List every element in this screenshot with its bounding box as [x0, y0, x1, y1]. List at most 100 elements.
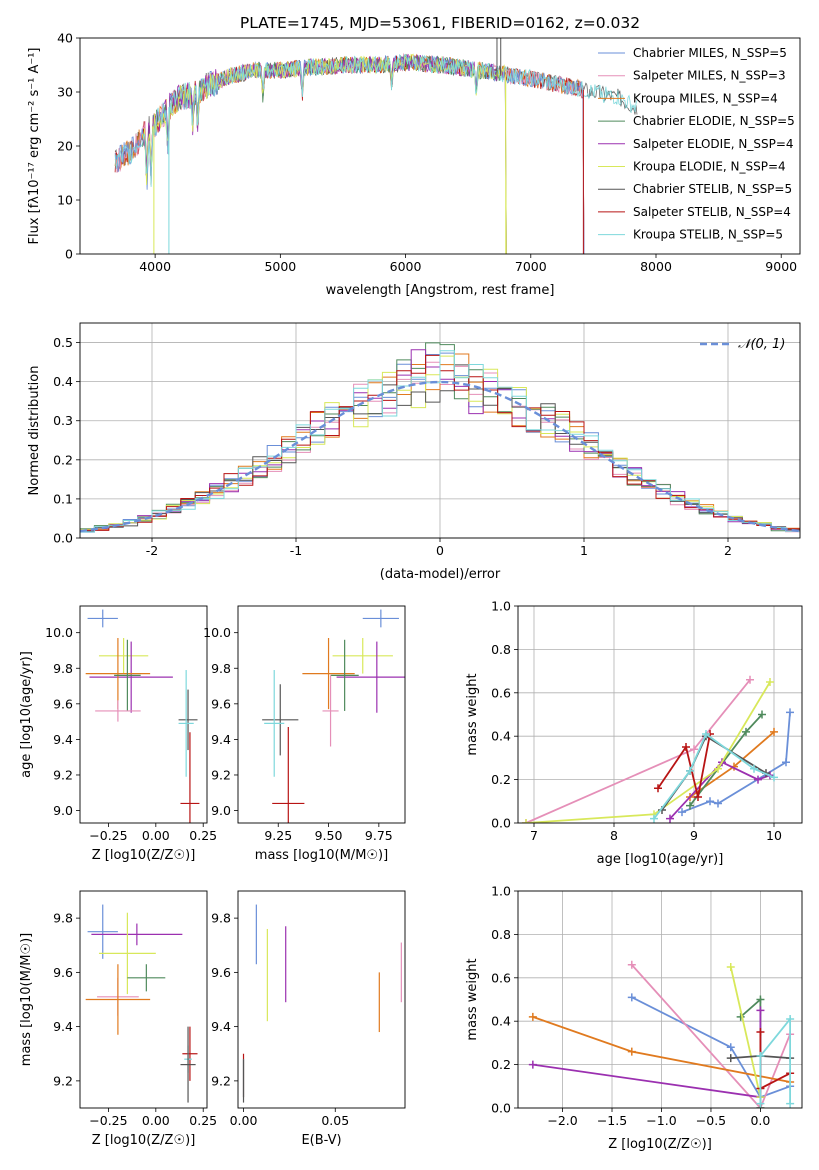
legend-entry: Kroupa STELIB, N_SSP=5	[633, 228, 783, 242]
weight-marker	[522, 819, 530, 823]
weight-marker	[758, 710, 766, 719]
x-tick-label: 9.25	[264, 828, 292, 843]
y-axis-label: Flux [fλ10⁻¹⁷ erg cm⁻² s⁻¹ A⁻¹]	[27, 48, 42, 245]
x-tick-label: -1	[290, 543, 302, 558]
y-tick-label: 0.2	[491, 1057, 511, 1072]
y-tick-label: 9.8	[211, 661, 231, 676]
y-tick-label: 0	[65, 247, 73, 262]
weight-line	[631, 964, 791, 1108]
y-tick-label: 9.2	[53, 767, 73, 782]
weight-marker	[678, 808, 686, 817]
mass-vs-extinction-panel: 0.00 0.05 9.2 9.4 9.6 9.8 E(B-V)	[211, 890, 406, 1148]
y-axis-label: mass weight	[465, 958, 480, 1040]
legend-entry: Kroupa MILES, N_SSP=4	[633, 91, 778, 105]
x-tick-label: 0.00	[142, 1113, 170, 1128]
x-tick-label: −1.0	[646, 1113, 676, 1128]
x-tick-label: −1.5	[597, 1113, 627, 1128]
plot-area	[242, 904, 402, 1103]
weight-marker	[756, 995, 765, 1004]
weight-line	[525, 681, 771, 823]
weight-marker	[750, 764, 758, 773]
x-tick-label: 5000	[264, 259, 296, 274]
weight-marker	[690, 745, 698, 754]
y-tick-label: 40	[57, 31, 73, 46]
y-tick-label: 1.0	[491, 884, 511, 899]
spectrum-line	[114, 53, 638, 187]
residual-histogram-panel: -2 -1 0 1 2 0.0 0.1 0.2 0.3 0.4 0.5 (data-model)/er…	[27, 322, 801, 582]
legend-entry: Chabrier ELODIE, N_SSP=5	[633, 114, 795, 128]
axes-frame	[79, 605, 208, 824]
weight-marker	[654, 784, 662, 793]
axes-frame	[79, 890, 208, 1109]
spectrum-line	[142, 53, 507, 254]
histogram-steps	[80, 364, 800, 538]
weight-marker	[786, 1015, 795, 1024]
weight-line	[631, 996, 791, 1099]
y-tick-label: 0.4	[53, 374, 73, 389]
y-tick-label: 1.0	[491, 599, 511, 614]
histogram-steps	[80, 350, 800, 538]
legend-entry: Salpeter ELODIE, N_SSP=4	[633, 137, 794, 151]
weight-marker	[627, 1047, 636, 1056]
plot-area	[114, 38, 638, 254]
plot-area	[528, 960, 795, 1108]
plot-area	[522, 675, 794, 823]
y-tick-label: 9.4	[53, 732, 73, 747]
y-tick-label: 9.2	[53, 1073, 73, 1088]
y-axis-label: mass weight	[465, 673, 480, 755]
weight-line	[759, 1016, 791, 1104]
weight-marker	[756, 1051, 765, 1060]
axes-frame	[517, 890, 803, 1109]
weight-marker	[726, 1043, 735, 1052]
x-tick-label: −0.25	[89, 1113, 127, 1128]
weight-line	[689, 713, 763, 807]
x-axis-label: age [log10(age/yr)]	[597, 852, 724, 867]
weight-marker	[627, 993, 636, 1002]
normal-curve	[80, 380, 800, 533]
legend-entry: Salpeter MILES, N_SSP=3	[633, 69, 786, 83]
x-tick-label: 8	[610, 828, 618, 843]
age-vs-metallicity-panel: −0.25 0.00 0.25 9.0 9.2 9.4 9.6 9.8 10.0 Z [log10…	[19, 605, 217, 863]
weight-marker	[786, 1099, 795, 1108]
y-tick-label: 0.5	[53, 335, 73, 350]
y-tick-label: 0.0	[53, 531, 73, 546]
x-tick-label: 6000	[390, 259, 422, 274]
plot-area	[85, 609, 200, 823]
weight-marker	[627, 960, 636, 969]
weight-marker	[726, 962, 735, 971]
weight-marker	[766, 677, 774, 686]
weight-line	[657, 733, 711, 798]
weight-marker	[782, 758, 790, 767]
x-tick-label: 9.75	[365, 828, 393, 843]
spectrum-panel: 4000 5000 6000 7000 8000 9000 0 10 20 30 40 wavelen…	[27, 31, 801, 298]
y-tick-label: 9.6	[53, 965, 73, 980]
x-axis-label: E(B-V)	[301, 1133, 341, 1148]
mass-weight-vs-age-panel: 7 8 9 10 0.0 0.2 0.4 0.6 0.8 1.0 age [log10(age/yr…	[465, 599, 803, 867]
y-tick-label: 0.2	[491, 772, 511, 787]
y-tick-label: 0.8	[491, 642, 511, 657]
x-tick-label: 0	[436, 543, 444, 558]
y-tick-label: 9.8	[53, 661, 73, 676]
age-vs-mass-panel: 9.25 9.50 9.75 9.0 9.2 9.4 9.6 9.8 10.0 mass [log…	[203, 605, 406, 863]
weight-marker	[726, 1054, 735, 1063]
y-tick-label: 9.0	[211, 803, 231, 818]
y-tick-label: 10	[57, 193, 73, 208]
x-axis-label: mass [log10(M/M☉)]	[255, 848, 388, 863]
y-tick-label: 0.1	[53, 491, 73, 506]
weight-marker	[756, 1006, 765, 1015]
y-tick-label: 9.8	[211, 911, 231, 926]
weight-marker	[770, 727, 778, 736]
plot-layer: 4000 5000 6000 7000 8000 9000010203040wavelen…	[19, 31, 803, 1152]
mass-vs-metallicity-panel: −0.25 0.00 0.25 9.2 9.4 9.6 9.8 Z [log10(Z/Z☉)]…	[19, 890, 217, 1148]
weight-marker	[714, 764, 722, 773]
plot-area	[80, 342, 800, 538]
x-axis-label: Z [log10(Z/Z☉)]	[92, 1133, 196, 1148]
y-tick-label: 9.4	[211, 1019, 231, 1034]
x-axis-label: (data-model)/error	[380, 567, 501, 582]
spectrum-legend: Chabrier MILES, N_SSP=5 Salpeter MILES, N…	[598, 46, 795, 242]
axes-frame	[517, 605, 803, 824]
figure-title: PLATE=1745, MJD=53061, FIBERID=0162, z=0…	[240, 14, 640, 32]
y-tick-label: 9.6	[211, 696, 231, 711]
legend-entry: 𝒩(0, 1)	[738, 337, 785, 352]
